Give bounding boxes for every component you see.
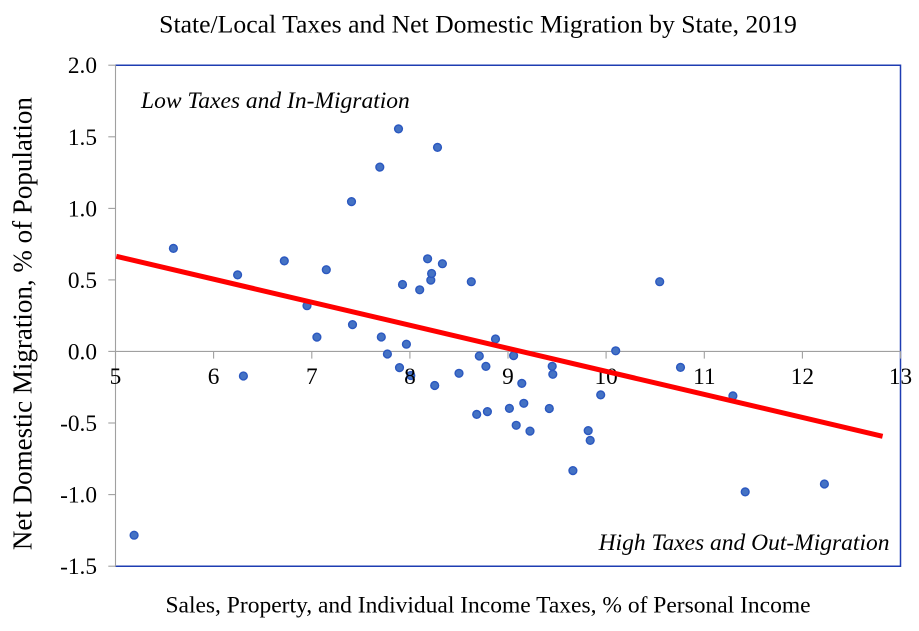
svg-text:0.5: 0.5 bbox=[68, 268, 97, 294]
svg-text:11: 11 bbox=[693, 364, 715, 390]
svg-text:-0.5: -0.5 bbox=[60, 411, 97, 437]
svg-text:Low Taxes and In-Migration: Low Taxes and In-Migration bbox=[140, 88, 410, 114]
svg-text:0.0: 0.0 bbox=[68, 339, 97, 365]
svg-text:5: 5 bbox=[110, 364, 122, 390]
svg-text:9: 9 bbox=[502, 364, 514, 390]
svg-text:13: 13 bbox=[889, 364, 912, 390]
svg-text:High Taxes and Out-Migration: High Taxes and Out-Migration bbox=[598, 530, 890, 556]
svg-text:-1.5: -1.5 bbox=[60, 554, 97, 580]
svg-text:1.5: 1.5 bbox=[68, 125, 97, 151]
svg-text:State/Local Taxes and Net Dome: State/Local Taxes and Net Domestic Migra… bbox=[159, 9, 797, 38]
svg-text:-1.0: -1.0 bbox=[60, 483, 97, 509]
svg-text:8: 8 bbox=[404, 364, 416, 390]
svg-text:6: 6 bbox=[208, 364, 220, 390]
svg-text:Sales, Property, and Individua: Sales, Property, and Individual Income T… bbox=[165, 592, 810, 618]
svg-text:7: 7 bbox=[306, 364, 318, 390]
svg-text:1.0: 1.0 bbox=[68, 196, 97, 222]
svg-text:2.0: 2.0 bbox=[68, 53, 97, 79]
svg-text:Net Domestic Migration, % of P: Net Domestic Migration, % of Population bbox=[7, 97, 37, 550]
svg-text:12: 12 bbox=[791, 364, 814, 390]
